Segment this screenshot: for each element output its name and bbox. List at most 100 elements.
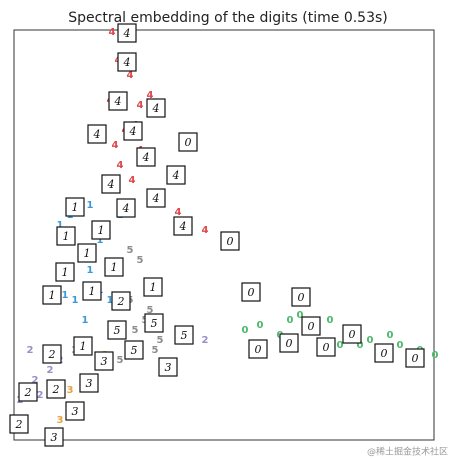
thumbnail: 5 xyxy=(144,313,164,333)
point: 1 xyxy=(62,290,69,301)
point: 4 xyxy=(112,140,119,151)
thumbnail-box xyxy=(146,188,166,208)
thumbnail: 4 xyxy=(108,91,128,111)
thumbnail-digit: 4 xyxy=(129,125,137,138)
thumbnail: 4 xyxy=(146,188,166,208)
thumbnail-digit: 0 xyxy=(381,347,388,360)
thumbnail: 0 xyxy=(291,287,311,307)
thumbnail-digit: 5 xyxy=(181,329,188,342)
point: 4 xyxy=(129,175,136,186)
thumbnail-box xyxy=(220,231,240,251)
point: 5 xyxy=(147,305,154,316)
thumbnail-box xyxy=(82,281,102,301)
thumbnail-box xyxy=(107,320,127,340)
thumbnail: 4 xyxy=(117,52,137,72)
thumbnail-box xyxy=(174,325,194,345)
thumbnail-digit: 3 xyxy=(72,405,79,418)
point: 0 xyxy=(432,350,439,361)
thumbnail-digit: 4 xyxy=(152,192,160,205)
thumbnail-digit: 4 xyxy=(172,169,180,182)
thumbnail-box xyxy=(301,316,321,336)
thumbnail: 0 xyxy=(316,337,336,357)
point: 1 xyxy=(87,265,94,276)
thumbnail-box xyxy=(9,414,29,434)
point: 5 xyxy=(157,335,164,346)
thumbnail-box xyxy=(101,174,121,194)
thumbnail-box xyxy=(65,197,85,217)
thumbnail-digit: 5 xyxy=(131,344,138,357)
thumbnail: 3 xyxy=(158,357,178,377)
thumbnail-box xyxy=(104,257,124,277)
thumbnail-digit: 5 xyxy=(151,317,158,330)
thumbnail-box xyxy=(117,23,137,43)
point: 3 xyxy=(57,415,64,426)
thumbnail-digit: 1 xyxy=(150,281,157,294)
thumbnail: 3 xyxy=(44,427,64,447)
point: 0 xyxy=(257,320,264,331)
thumbnail-box xyxy=(117,52,137,72)
thumbnail-digit: 0 xyxy=(255,343,262,356)
point: 0 xyxy=(397,340,404,351)
thumbnail-box xyxy=(173,216,193,236)
thumbnail-box xyxy=(166,165,186,185)
thumbnail-box xyxy=(44,427,64,447)
point: 5 xyxy=(137,255,144,266)
thumbnail-box xyxy=(123,121,143,141)
thumbnail-digit: 4 xyxy=(114,95,122,108)
thumbnail: 3 xyxy=(94,351,114,371)
thumbnail-digit: 0 xyxy=(412,352,419,365)
thumbnail: 2 xyxy=(18,382,38,402)
thumbnail-digit: 5 xyxy=(114,324,121,337)
thumbnail: 1 xyxy=(91,220,111,240)
thumbnail: 4 xyxy=(146,98,166,118)
chart-title: Spectral embedding of the digits (time 0… xyxy=(68,10,388,26)
thumbnail-digit: 0 xyxy=(323,341,330,354)
thumbnail-digit: 4 xyxy=(93,128,101,141)
point: 4 xyxy=(117,160,124,171)
thumbnail-box xyxy=(144,313,164,333)
thumbnail: 4 xyxy=(87,124,107,144)
thumbnail-box xyxy=(241,282,261,302)
thumbnail: 0 xyxy=(405,348,425,368)
thumbnail: 0 xyxy=(241,282,261,302)
thumbnail-digit: 3 xyxy=(165,361,172,374)
thumbnail-digit: 1 xyxy=(98,224,105,237)
point: 0 xyxy=(387,330,394,341)
point: 0 xyxy=(337,340,344,351)
thumbnail: 4 xyxy=(123,121,143,141)
thumbnail-box xyxy=(136,147,156,167)
thumbnail-digit: 4 xyxy=(123,56,131,69)
thumbnail-digit: 0 xyxy=(185,136,192,149)
point: 1 xyxy=(72,295,79,306)
point: 1 xyxy=(57,220,64,231)
thumbnail: 1 xyxy=(77,243,97,263)
point: 5 xyxy=(152,345,159,356)
thumbnail-box xyxy=(178,132,198,152)
thumbnail-digit: 0 xyxy=(248,286,255,299)
thumbnail: 5 xyxy=(124,340,144,360)
thumbnail: 4 xyxy=(173,216,193,236)
point: 2 xyxy=(37,390,44,401)
point: 0 xyxy=(287,315,294,326)
thumbnail-box xyxy=(146,98,166,118)
point: 4 xyxy=(109,27,116,38)
thumbnail-box xyxy=(79,373,99,393)
point: 0 xyxy=(327,315,334,326)
thumbnail-box xyxy=(116,198,136,218)
point: 2 xyxy=(47,365,54,376)
thumbnail-box xyxy=(342,324,362,344)
thumbnail-digit: 1 xyxy=(72,201,79,214)
point: 4 xyxy=(175,207,182,218)
thumbnail-digit: 2 xyxy=(117,295,125,308)
point: 2 xyxy=(202,335,209,346)
thumbnail-digit: 0 xyxy=(298,291,305,304)
thumbnail-box xyxy=(42,344,62,364)
thumbnail: 4 xyxy=(101,174,121,194)
point: 5 xyxy=(127,245,134,256)
thumbnail-box xyxy=(124,340,144,360)
thumbnail-box xyxy=(143,277,163,297)
point: 4 xyxy=(137,100,144,111)
thumbnail-box xyxy=(56,226,76,246)
thumbnail-digit: 3 xyxy=(51,431,58,444)
